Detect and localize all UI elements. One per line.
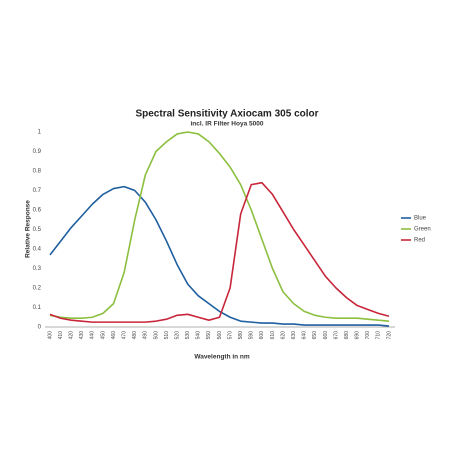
x-tick-label: 670	[333, 331, 339, 340]
x-tick-label: 510	[164, 331, 170, 340]
x-tick-label: 660	[323, 331, 329, 340]
y-tick-label: 0.3	[33, 266, 42, 272]
line-series	[49, 181, 390, 323]
x-tick-label: 550	[206, 331, 212, 340]
chart-subtitle: incl. IR Filter Hoya 5000	[191, 121, 264, 128]
y-tick-label: 0.5	[33, 227, 42, 233]
y-tick-label: 1	[38, 130, 42, 136]
y-tick-label: 0.7	[33, 188, 42, 194]
x-tick-label: 430	[79, 331, 85, 340]
x-tick-label: 420	[69, 331, 75, 340]
y-tick-label: 0.6	[33, 208, 42, 214]
x-tick-label: 490	[143, 331, 149, 340]
x-tick-label: 580	[238, 331, 244, 340]
x-tick-label: 600	[259, 331, 265, 340]
chart-title: Spectral Sensitivity Axiocam 305 color	[135, 109, 318, 120]
legend-label: Blue	[414, 216, 427, 222]
x-tick-label: 530	[185, 331, 191, 340]
x-tick-label: 400	[47, 331, 53, 340]
x-tick-label: 710	[376, 331, 382, 340]
x-tick-label: 480	[132, 331, 138, 340]
x-tick-label: 570	[227, 331, 233, 340]
x-tick-label: 500	[153, 331, 159, 340]
x-axis-title: Wavelength in nm	[194, 354, 250, 361]
x-tick-label: 700	[365, 331, 371, 340]
y-tick-label: 0.1	[33, 305, 42, 311]
x-tick-label: 590	[249, 331, 255, 340]
x-tick-label: 520	[174, 331, 180, 340]
line-series	[49, 185, 390, 327]
x-tick-label: 610	[270, 331, 276, 340]
x-tick-label: 680	[344, 331, 350, 340]
x-tick-label: 540	[196, 331, 202, 340]
x-tick-label: 620	[280, 331, 286, 340]
y-tick-label: 0	[38, 325, 42, 331]
y-axis-title: Relative Response	[25, 200, 32, 258]
x-tick-label: 410	[58, 331, 64, 340]
y-tick-label: 0.2	[33, 286, 42, 292]
x-tick-label: 560	[217, 331, 223, 340]
y-tick-label: 0.9	[33, 149, 42, 155]
x-tick-label: 630	[291, 331, 297, 340]
x-tick-label: 650	[312, 331, 318, 340]
y-tick-label: 0.8	[33, 169, 42, 175]
x-tick-label: 720	[386, 331, 392, 340]
legend-label: Red	[414, 238, 425, 244]
line-series	[49, 131, 390, 322]
x-tick-label: 460	[111, 331, 117, 340]
x-tick-label: 470	[121, 331, 127, 340]
legend-label: Green	[414, 227, 431, 233]
x-tick-label: 690	[355, 331, 361, 340]
x-tick-label: 640	[302, 331, 308, 340]
x-tick-label: 440	[90, 331, 96, 340]
x-tick-label: 450	[100, 331, 106, 340]
y-tick-label: 0.4	[33, 247, 42, 253]
